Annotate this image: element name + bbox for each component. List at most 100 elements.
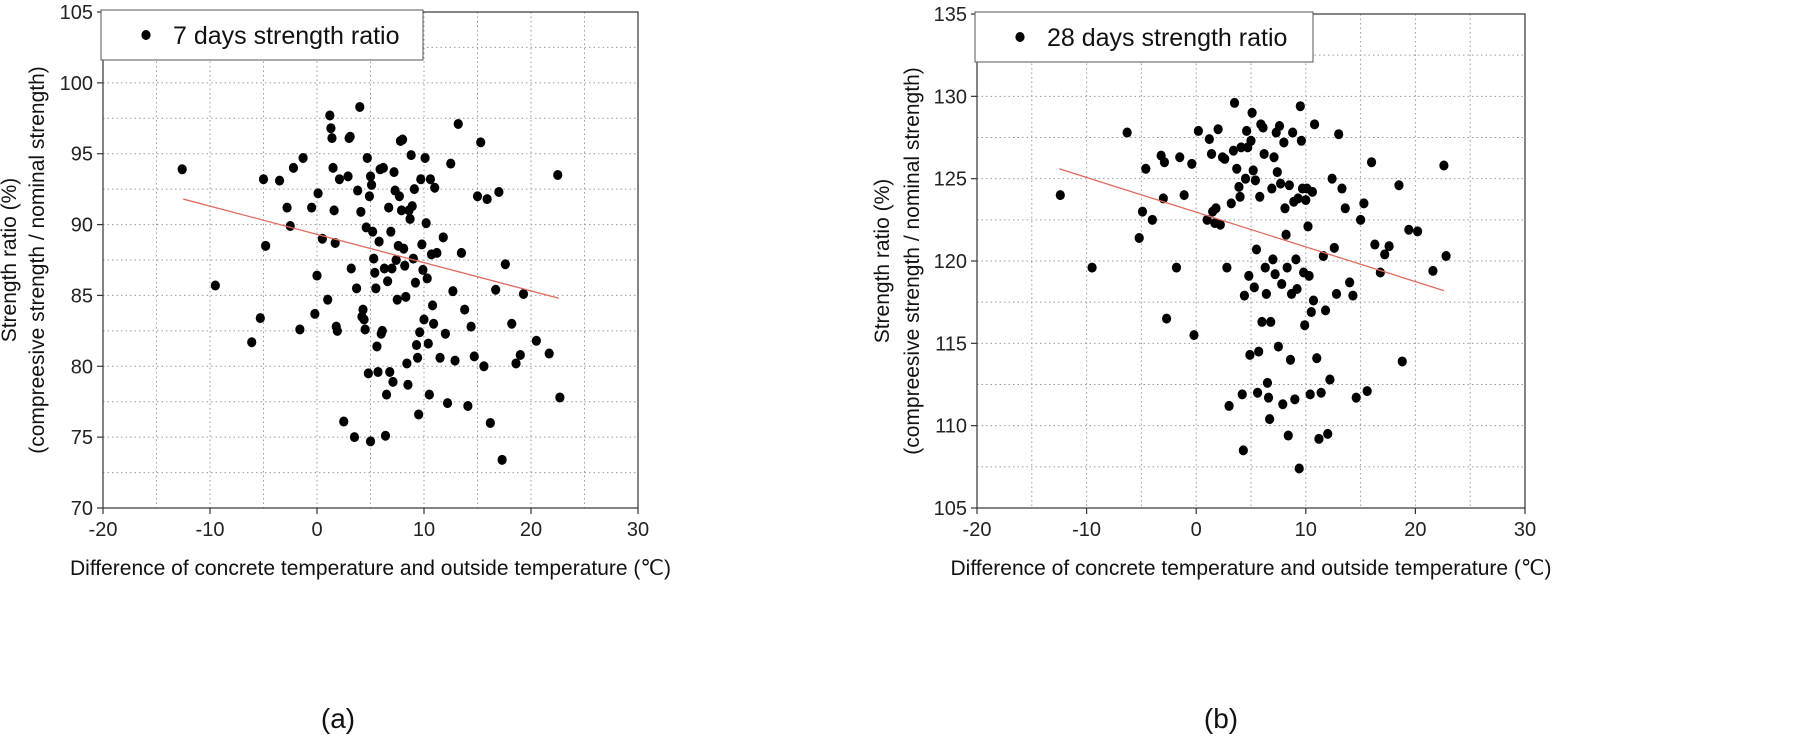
data-point bbox=[1257, 316, 1267, 327]
data-point bbox=[1301, 195, 1311, 206]
x-tick-label: 30 bbox=[627, 519, 649, 541]
data-point bbox=[1252, 387, 1263, 398]
data-point bbox=[1134, 232, 1144, 243]
data-point bbox=[1305, 389, 1315, 400]
data-point bbox=[1329, 242, 1339, 253]
legend-box bbox=[100, 9, 424, 61]
data-point bbox=[349, 432, 360, 443]
data-point bbox=[507, 318, 517, 329]
data-point bbox=[1238, 445, 1248, 456]
data-point bbox=[1246, 135, 1256, 146]
data-point bbox=[328, 162, 338, 173]
data-point bbox=[491, 284, 501, 295]
x-tick-label: 30 bbox=[1514, 519, 1536, 541]
data-point bbox=[414, 409, 424, 420]
chart-panel-2: -20 -10 0 10 20 30 105 110 115 120 125 130 135 Differ… bbox=[871, 4, 1552, 734]
data-point bbox=[1274, 120, 1285, 131]
data-point bbox=[1260, 262, 1270, 273]
data-point bbox=[1412, 226, 1423, 237]
data-point bbox=[1291, 254, 1301, 265]
data-point bbox=[405, 213, 415, 224]
data-point bbox=[1189, 330, 1199, 341]
trend-line bbox=[183, 198, 559, 299]
data-point bbox=[1226, 198, 1236, 209]
data-point bbox=[1314, 433, 1324, 444]
data-point bbox=[325, 110, 335, 121]
data-point bbox=[427, 300, 438, 311]
data-point bbox=[1202, 214, 1212, 225]
data-point bbox=[364, 191, 375, 202]
data-point bbox=[329, 205, 339, 216]
data-point bbox=[345, 131, 355, 142]
data-point bbox=[453, 118, 463, 129]
data-point bbox=[1316, 387, 1326, 398]
data-point bbox=[312, 270, 322, 281]
data-point bbox=[387, 263, 397, 274]
data-point bbox=[1284, 180, 1294, 191]
y-tick-label: 125 bbox=[934, 169, 967, 191]
data-point bbox=[372, 341, 382, 352]
y-tick-label: 120 bbox=[934, 251, 967, 273]
data-point bbox=[476, 137, 486, 148]
data-point bbox=[1244, 270, 1254, 281]
data-point bbox=[1235, 191, 1245, 202]
data-point bbox=[1331, 288, 1342, 299]
data-point bbox=[485, 417, 495, 428]
data-point bbox=[419, 314, 429, 325]
data-point bbox=[1251, 244, 1262, 255]
data-point bbox=[544, 348, 554, 359]
data-point bbox=[381, 389, 392, 400]
y-tick-label: 90 bbox=[71, 215, 93, 237]
data-point bbox=[1320, 305, 1331, 316]
y-tick-label: 95 bbox=[71, 144, 93, 166]
data-point bbox=[295, 324, 305, 335]
y-tick-label: 105 bbox=[934, 498, 967, 520]
data-point bbox=[327, 133, 337, 144]
data-point bbox=[479, 361, 489, 372]
x-axis-label: Difference of concrete temperature and o… bbox=[70, 557, 671, 580]
data-point bbox=[1356, 214, 1366, 225]
x-tick-label: 10 bbox=[1295, 519, 1317, 541]
data-point bbox=[323, 294, 333, 305]
data-point bbox=[1270, 269, 1280, 280]
data-point bbox=[425, 174, 436, 185]
y-tick-label: 105 bbox=[60, 2, 93, 24]
x-tick-label: 20 bbox=[1404, 519, 1426, 541]
data-point bbox=[356, 206, 366, 217]
data-point bbox=[1334, 129, 1344, 140]
data-point bbox=[1249, 282, 1259, 293]
data-point bbox=[435, 352, 445, 363]
data-point bbox=[415, 327, 425, 338]
data-point bbox=[298, 152, 308, 163]
data-point bbox=[362, 152, 372, 163]
data-point bbox=[555, 392, 565, 403]
data-point bbox=[472, 191, 483, 202]
data-point bbox=[1273, 341, 1283, 352]
data-point bbox=[1147, 214, 1157, 225]
data-point bbox=[1268, 254, 1278, 265]
data-point bbox=[1229, 97, 1240, 108]
data-point bbox=[1394, 180, 1404, 191]
x-tick-label: -10 bbox=[196, 519, 225, 541]
data-point bbox=[410, 277, 421, 288]
data-point bbox=[373, 366, 383, 377]
data-point bbox=[1211, 203, 1221, 214]
legend-label: 28 days strength ratio bbox=[1047, 24, 1287, 52]
data-point bbox=[1254, 346, 1264, 357]
y-tick-label: 130 bbox=[934, 86, 967, 108]
data-point bbox=[1122, 127, 1132, 138]
data-point bbox=[378, 162, 388, 173]
data-point bbox=[553, 169, 563, 180]
data-point bbox=[355, 101, 365, 112]
data-point bbox=[391, 255, 401, 265]
data-point bbox=[421, 218, 431, 229]
data-point bbox=[500, 259, 510, 270]
data-point bbox=[432, 247, 442, 258]
data-point bbox=[274, 175, 285, 186]
y-tick-label: 110 bbox=[935, 416, 967, 438]
data-point bbox=[1242, 125, 1252, 136]
data-point bbox=[407, 201, 417, 212]
data-point bbox=[1304, 270, 1314, 281]
data-point bbox=[332, 325, 342, 336]
chart-panel-1: -20 -10 0 10 20 30 70 75 80 85 90 95 100 105 Differenc… bbox=[0, 2, 671, 734]
